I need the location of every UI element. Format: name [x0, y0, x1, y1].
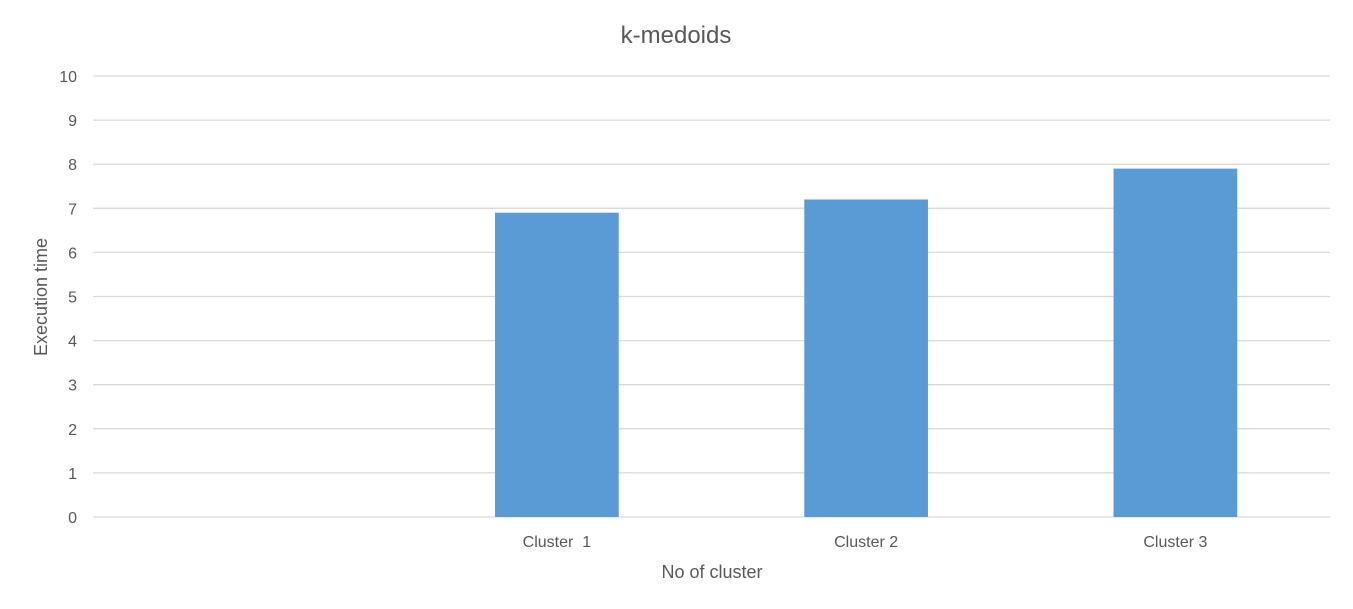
x-axis-label: No of cluster [661, 562, 762, 582]
gridlines [93, 75, 1330, 518]
y-tick-label: 1 [68, 466, 77, 483]
y-tick-labels: 0 1 2 3 4 5 6 7 8 9 10 [59, 69, 77, 527]
x-tick-label: Cluster 3 [1143, 534, 1207, 551]
bars [495, 168, 1238, 518]
y-tick-label: 9 [68, 113, 77, 130]
x-tick-label: Cluster 1 [523, 534, 592, 551]
y-tick-label: 6 [68, 245, 77, 262]
y-tick-label: 5 [68, 290, 77, 307]
x-tick-labels: Cluster 1 Cluster 2 Cluster 3 [523, 534, 1208, 551]
chart-title: k-medoids [621, 22, 732, 49]
y-tick-label: 3 [68, 378, 77, 395]
y-tick-label: 8 [68, 157, 77, 174]
y-axis-label: Execution time [31, 238, 51, 356]
y-tick-label: 4 [68, 334, 77, 351]
y-tick-label: 2 [68, 422, 77, 439]
bar [495, 212, 619, 517]
bar [804, 199, 928, 518]
x-tick-label: Cluster 2 [834, 534, 898, 551]
bar [1113, 168, 1238, 518]
y-tick-label: 10 [59, 69, 77, 86]
y-tick-label: 7 [68, 201, 77, 218]
y-tick-label: 0 [68, 510, 77, 527]
